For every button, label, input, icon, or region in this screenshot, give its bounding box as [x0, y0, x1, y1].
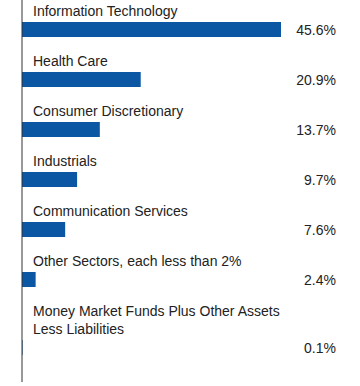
bar [22, 222, 65, 237]
bar [22, 22, 281, 37]
bar [22, 172, 77, 187]
bar [22, 122, 100, 137]
category-label: Industrials [33, 153, 97, 169]
category-label: Communication Services [33, 203, 188, 219]
category-label: Information Technology [33, 3, 178, 19]
category-label: Health Care [33, 53, 108, 69]
data-label: 45.6% [296, 22, 336, 38]
category-label: Other Sectors, each less than 2% [33, 253, 242, 269]
category-label: Money Market Funds Plus Other AssetsLess… [33, 303, 280, 337]
data-label: 0.1% [304, 340, 336, 356]
data-label: 9.7% [304, 172, 336, 188]
axis-line [22, 0, 23, 382]
data-label: 20.9% [296, 72, 336, 88]
data-label: 7.6% [304, 222, 336, 238]
chart: Information Technology Health Care Consume… [0, 0, 360, 386]
bar [22, 72, 141, 87]
bars [22, 22, 281, 355]
data-label: 2.4% [304, 272, 336, 288]
category-label: Consumer Discretionary [33, 103, 183, 119]
category-labels: Information Technology Health Care Consume… [33, 3, 280, 337]
bar [22, 272, 36, 287]
data-label: 13.7% [296, 122, 336, 138]
data-labels: 45.6% 20.9% 13.7% 9.7% 7.6% 2.4% 0.1% [296, 22, 336, 356]
